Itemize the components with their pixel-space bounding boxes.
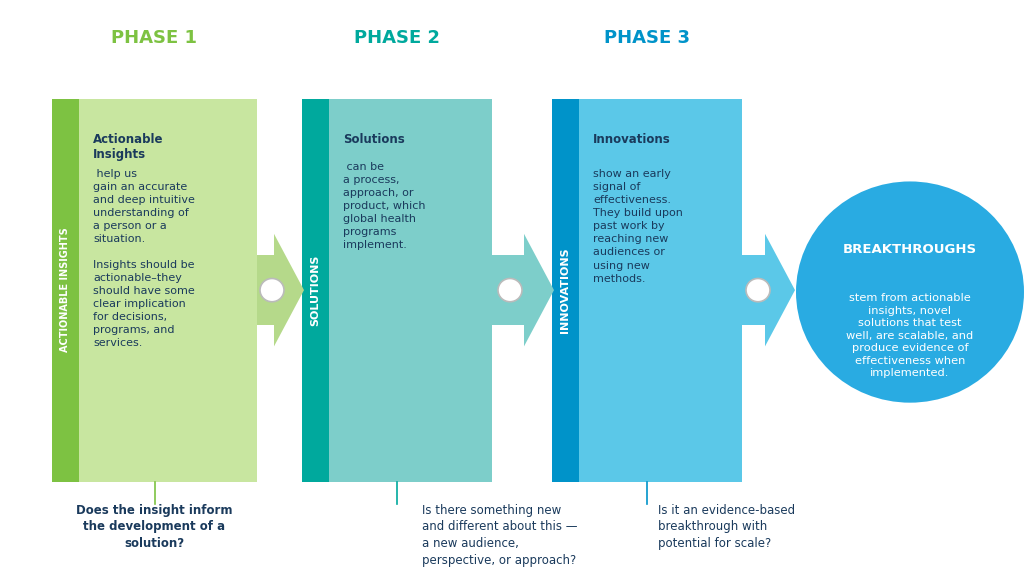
Text: BREAKTHROUGHS: BREAKTHROUGHS xyxy=(843,243,977,256)
Circle shape xyxy=(260,278,284,302)
FancyBboxPatch shape xyxy=(302,99,329,482)
Text: Is there something new
and different about this —
a new audience,
perspective, o: Is there something new and different abo… xyxy=(422,504,578,567)
FancyBboxPatch shape xyxy=(52,99,258,482)
Text: help us
gain an accurate
and deep intuitive
understanding of
a person or a
situa: help us gain an accurate and deep intuit… xyxy=(93,169,195,349)
Text: SOLUTIONS: SOLUTIONS xyxy=(310,254,320,326)
FancyBboxPatch shape xyxy=(579,99,742,482)
Circle shape xyxy=(746,278,770,302)
Text: PHASE 3: PHASE 3 xyxy=(604,29,690,47)
Text: Innovations: Innovations xyxy=(593,133,671,146)
FancyBboxPatch shape xyxy=(552,99,579,482)
Text: INNOVATIONS: INNOVATIONS xyxy=(560,247,571,333)
Text: Actionable
Insights: Actionable Insights xyxy=(93,133,164,162)
Text: show an early
signal of
effectiveness.
They build upon
past work by
reaching new: show an early signal of effectiveness. T… xyxy=(593,156,683,284)
Text: ACTIONABLE INSIGHTS: ACTIONABLE INSIGHTS xyxy=(61,228,70,353)
Polygon shape xyxy=(524,234,554,346)
Text: stem from actionable
insights, novel
solutions that test
well, are scalable, and: stem from actionable insights, novel sol… xyxy=(847,280,973,378)
FancyBboxPatch shape xyxy=(329,99,492,482)
Circle shape xyxy=(796,181,1024,402)
FancyBboxPatch shape xyxy=(52,99,79,482)
Text: PHASE 2: PHASE 2 xyxy=(354,29,440,47)
Text: PHASE 1: PHASE 1 xyxy=(111,29,197,47)
Text: Is it an evidence-based
breakthrough with
potential for scale?: Is it an evidence-based breakthrough wit… xyxy=(658,504,795,550)
FancyBboxPatch shape xyxy=(258,255,274,325)
Polygon shape xyxy=(274,234,304,346)
FancyBboxPatch shape xyxy=(492,255,524,325)
Polygon shape xyxy=(765,234,795,346)
Text: Does the insight inform
the development of a
solution?: Does the insight inform the development … xyxy=(76,504,232,550)
Text: can be
a process,
approach, or
product, which
global health
programs
implement.: can be a process, approach, or product, … xyxy=(343,162,425,250)
Text: Solutions: Solutions xyxy=(343,133,405,146)
FancyBboxPatch shape xyxy=(742,255,765,325)
Circle shape xyxy=(497,278,522,302)
